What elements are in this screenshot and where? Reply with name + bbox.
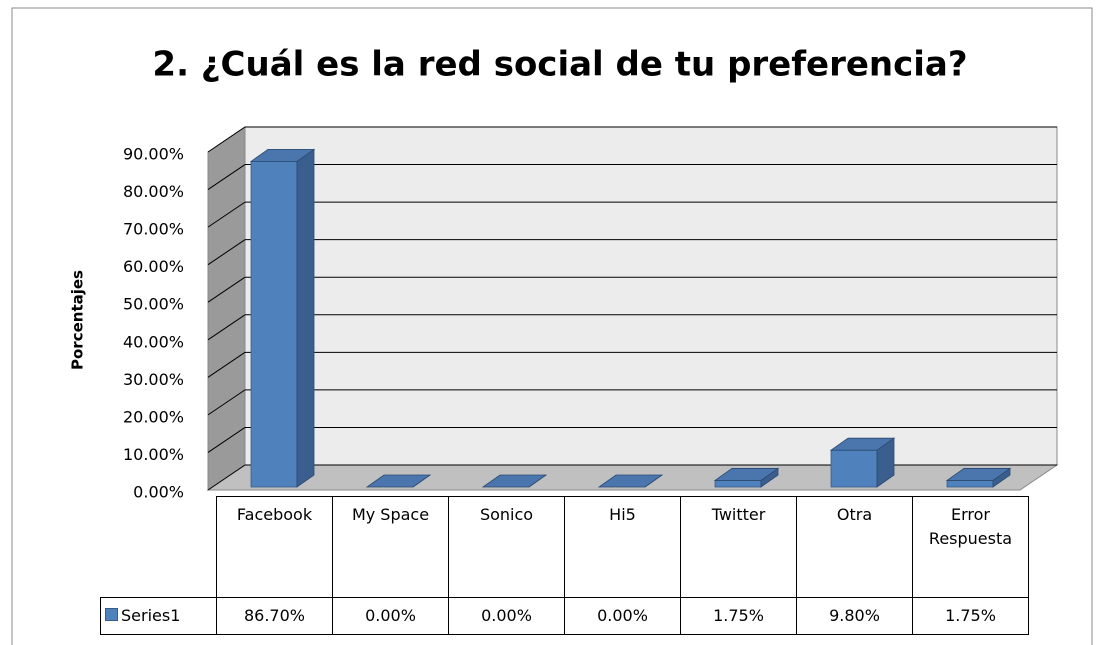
category-label: Hi5	[564, 496, 681, 598]
value-label: 86.70%	[216, 597, 333, 635]
grid-line	[207, 276, 246, 303]
value-label: 9.80%	[796, 597, 913, 635]
y-tick-label: 10.00%	[123, 445, 184, 464]
legend-swatch	[105, 608, 118, 621]
category-label: Facebook	[216, 496, 333, 598]
value-label: 0.00%	[332, 597, 449, 635]
chart-title: 2. ¿Cuál es la red social de tu preferen…	[152, 45, 967, 85]
bar-top	[597, 474, 664, 488]
bar-front	[830, 449, 878, 488]
grid-line	[207, 164, 246, 190]
bar-top	[829, 437, 896, 451]
category-label: Error Respuesta	[912, 496, 1029, 598]
y-tick-label: 60.00%	[123, 257, 184, 276]
grid-line	[207, 389, 246, 416]
y-axis-title: Porcentajes	[69, 270, 87, 370]
grid-line	[207, 464, 246, 491]
category-label: Sonico	[448, 496, 565, 598]
y-tick-label: 40.00%	[123, 332, 184, 351]
category-label: My Space	[332, 496, 449, 598]
grid-line	[207, 427, 246, 453]
legend-cell: Series1	[100, 597, 217, 635]
bar-top	[249, 148, 316, 162]
category-row: Facebook My Space Sonico Hi5 Twitter Otra Erro…	[101, 496, 1029, 598]
category-label: Twitter	[680, 496, 797, 598]
value-label: 0.00%	[448, 597, 565, 635]
value-label: 0.00%	[564, 597, 681, 635]
y-tick-label: 80.00%	[123, 182, 184, 201]
grid-line	[207, 126, 246, 153]
y-tick-label: 20.00%	[123, 407, 184, 426]
bar-top	[481, 474, 548, 488]
y-tick-label: 90.00%	[123, 145, 184, 164]
y-tick-label: 50.00%	[123, 295, 184, 314]
side-wall	[207, 126, 246, 491]
back-wall	[244, 126, 1058, 466]
data-table: Facebook My Space Sonico Hi5 Twitter Otra Erro…	[100, 496, 1029, 635]
bar-front	[250, 160, 298, 488]
value-row: Series1 86.70% 0.00% 0.00% 0.00% 1.75% 9.80% 1.…	[100, 597, 1029, 635]
category-label: Otra	[796, 496, 913, 598]
bar-top	[713, 468, 780, 481]
bar-top	[365, 474, 432, 488]
y-tick-label: 0.00%	[133, 483, 184, 502]
grid-line	[207, 201, 246, 228]
grid-line	[207, 239, 246, 266]
legend-label: Series1	[121, 606, 181, 625]
value-label: 1.75%	[912, 597, 1029, 635]
grid-line	[207, 351, 246, 378]
bar-front	[946, 480, 994, 488]
bar-side	[296, 148, 315, 488]
y-tick-label: 70.00%	[123, 220, 184, 239]
y-tick-label: 30.00%	[123, 370, 184, 389]
bar-front	[714, 480, 762, 488]
grid-line	[207, 314, 246, 341]
value-label: 1.75%	[680, 597, 797, 635]
bar-top	[945, 468, 1012, 481]
